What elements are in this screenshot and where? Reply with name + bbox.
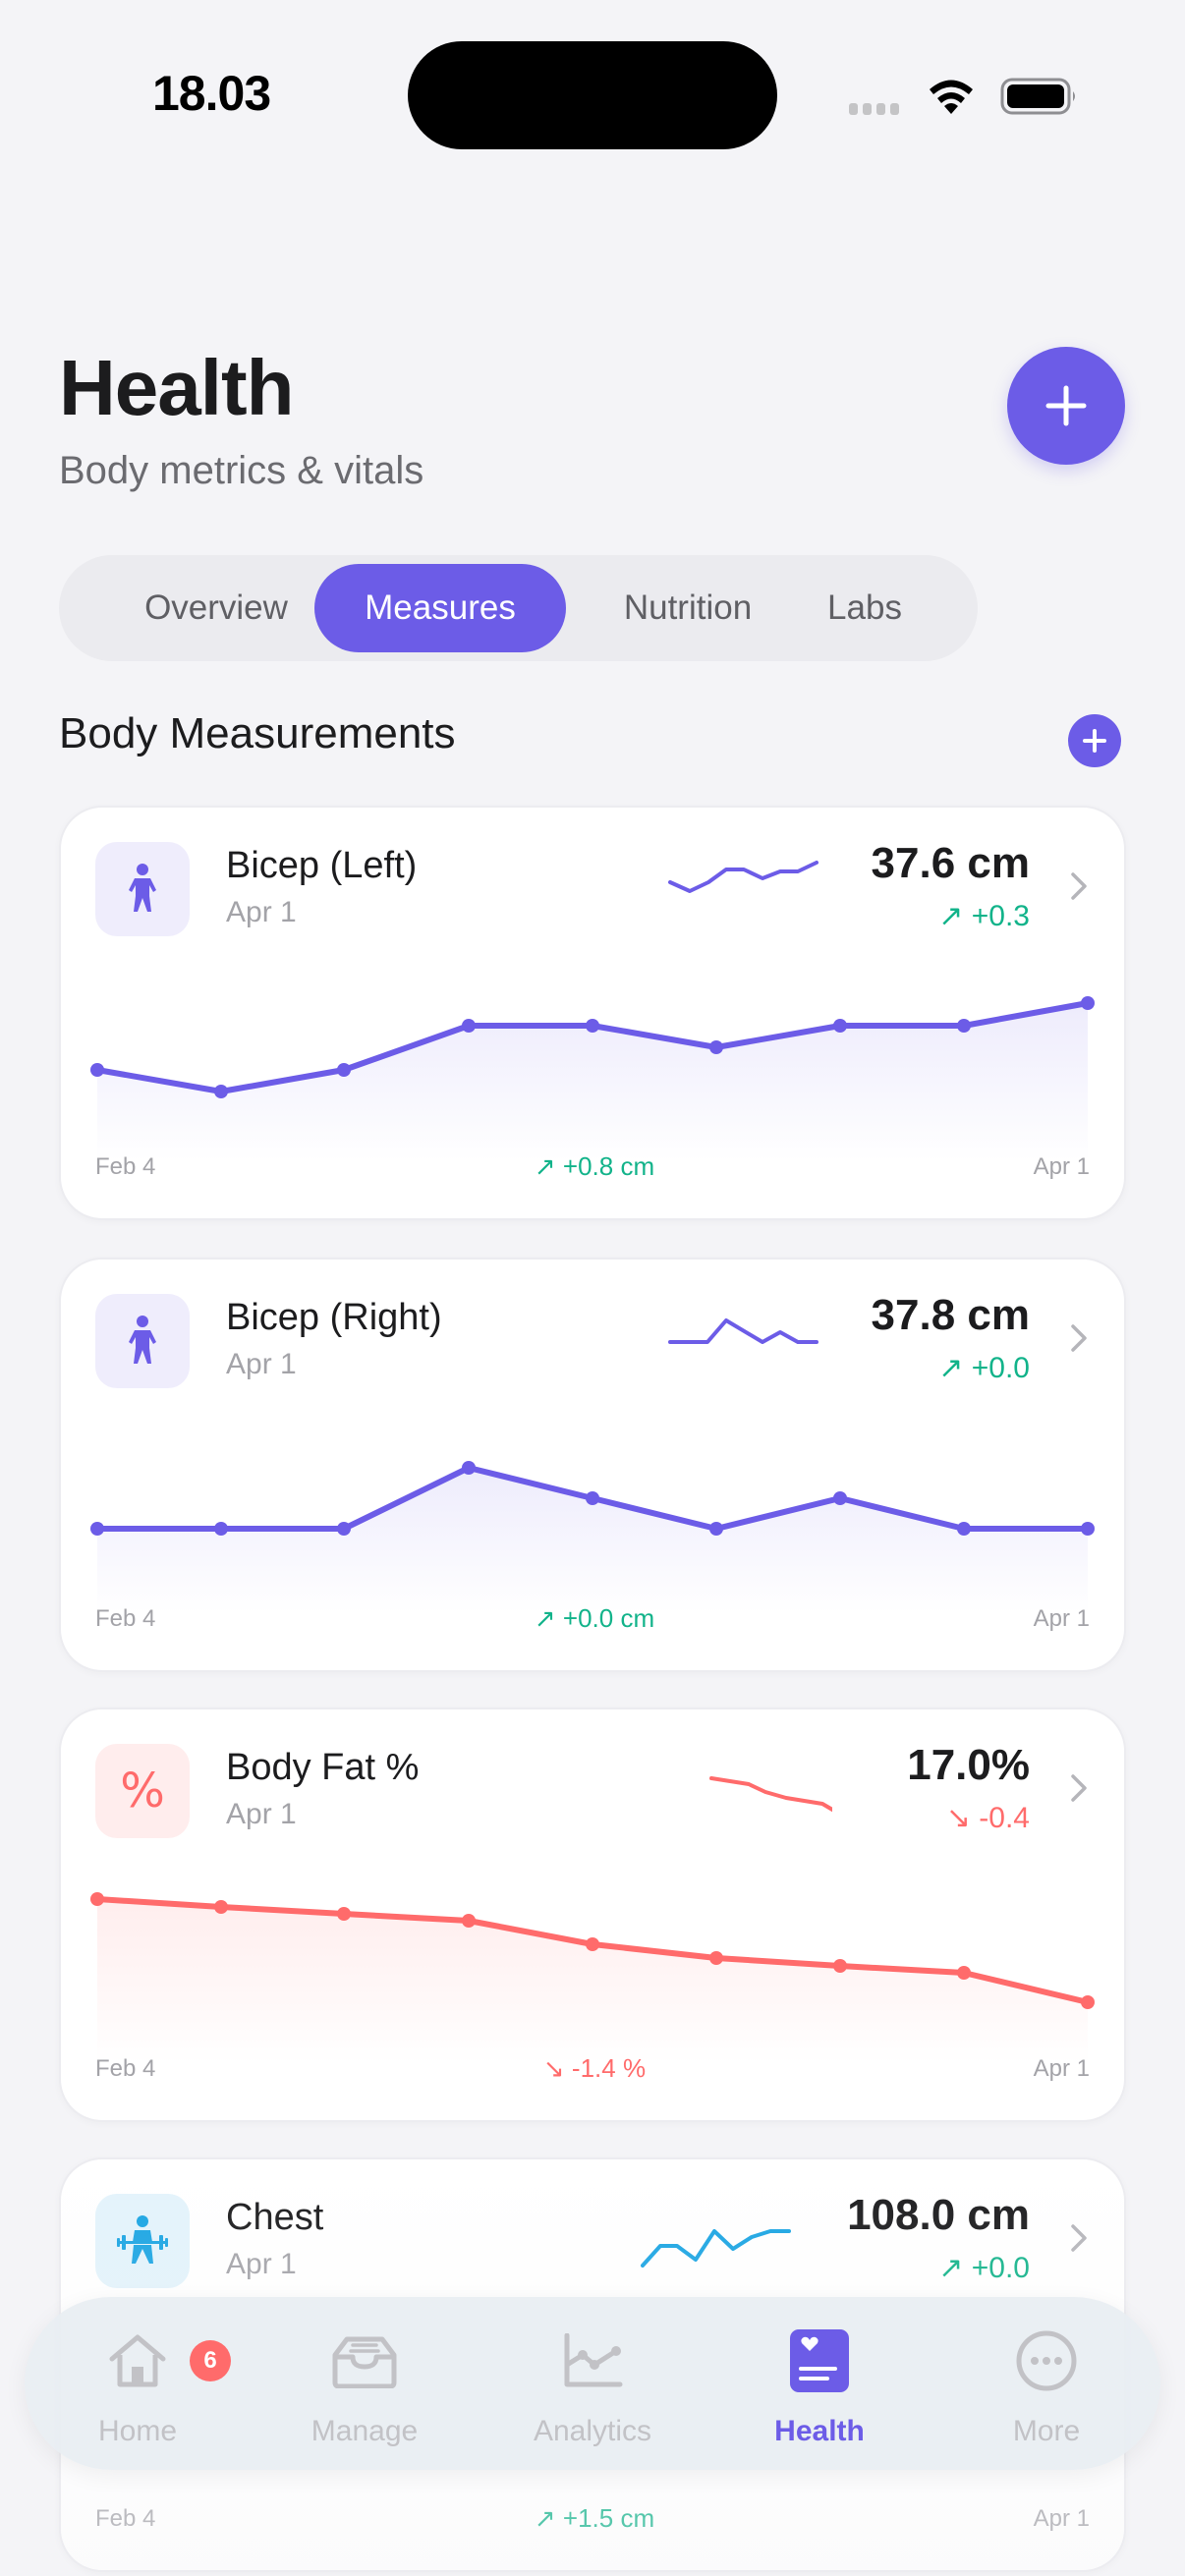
chevron-right-icon bbox=[1071, 1324, 1087, 1352]
tab-analytics[interactable]: Analytics bbox=[519, 2326, 666, 2454]
measurement-date: Apr 1 bbox=[226, 2248, 297, 2280]
tab-label: Analytics bbox=[533, 2415, 652, 2447]
tab-labs[interactable]: Labs bbox=[827, 588, 902, 627]
tab-measures[interactable]: Measures bbox=[314, 564, 566, 652]
tab-manage[interactable]: Manage bbox=[291, 2326, 438, 2454]
trend-chart bbox=[90, 1461, 1095, 1613]
card-icon-box bbox=[95, 842, 190, 936]
range-end: Apr 1 bbox=[1033, 2055, 1090, 2082]
measurement-card-bicep-left[interactable]: Bicep (Left) Apr 1 37.6 cm ↗ +0.3 Feb 4 … bbox=[59, 806, 1126, 1220]
tab-nutrition[interactable]: Nutrition bbox=[623, 588, 753, 627]
range-start: Feb 4 bbox=[95, 2055, 156, 2082]
sparkline bbox=[668, 861, 818, 893]
measurement-card-bicep-right[interactable]: Bicep (Right) Apr 1 37.8 cm ↗ +0.0 Feb 4… bbox=[59, 1258, 1126, 1672]
dynamic-island bbox=[408, 41, 777, 149]
segmented-control: Overview Measures Nutrition Labs bbox=[59, 555, 978, 661]
range-end: Apr 1 bbox=[1033, 1153, 1090, 1180]
tab-overview[interactable]: Overview bbox=[144, 588, 288, 627]
measurement-delta: ↘ -0.4 bbox=[945, 1802, 1030, 1834]
chevron-right-icon bbox=[1071, 872, 1087, 900]
plus-icon bbox=[1045, 385, 1087, 426]
measurement-name: Bicep (Right) bbox=[226, 1297, 442, 1338]
range-change: ↗ +1.5 cm bbox=[534, 2503, 655, 2533]
sparkline bbox=[709, 1776, 832, 1813]
measurement-value: 37.6 cm bbox=[871, 839, 1030, 887]
measurement-name: Body Fat % bbox=[226, 1747, 420, 1788]
inbox-tray-icon bbox=[330, 2326, 399, 2395]
chevron-right-icon bbox=[1071, 1774, 1087, 1802]
range-start: Feb 4 bbox=[95, 1605, 156, 1632]
tab-more[interactable]: More bbox=[973, 2326, 1120, 2454]
tab-label: More bbox=[1012, 2415, 1081, 2447]
weightlifter-icon bbox=[117, 2215, 168, 2264]
line-chart-icon bbox=[558, 2326, 627, 2395]
measurement-card-body-fat[interactable]: % Body Fat % Apr 1 17.0% ↘ -0.4 Feb 4 ↘ … bbox=[59, 1708, 1126, 2122]
add-entry-button[interactable] bbox=[1007, 347, 1125, 465]
section-title: Body Measurements bbox=[59, 709, 456, 757]
trend-chart bbox=[90, 996, 1095, 1161]
card-icon-box bbox=[95, 2194, 190, 2288]
notification-badge: 6 bbox=[190, 2340, 231, 2381]
tab-home[interactable]: 6 Home bbox=[64, 2326, 231, 2454]
trend-chart bbox=[90, 1892, 1095, 2063]
measurement-delta: ↗ +0.0 bbox=[938, 1352, 1030, 1384]
wifi-icon bbox=[930, 80, 973, 114]
tab-label: Home bbox=[97, 2415, 178, 2447]
range-change: ↗ +0.0 cm bbox=[534, 1603, 655, 1633]
measurement-value: 108.0 cm bbox=[847, 2191, 1030, 2239]
bottom-tab-bar: 6 Home Manage Analytics bbox=[25, 2297, 1160, 2470]
card-icon-box: % bbox=[95, 1744, 190, 1838]
chevron-right-icon bbox=[1071, 2224, 1087, 2252]
person-icon bbox=[129, 864, 156, 912]
add-measurement-button[interactable] bbox=[1068, 714, 1121, 767]
page-title: Health bbox=[59, 344, 295, 431]
percent-icon: % bbox=[120, 1764, 165, 1819]
measurement-name: Bicep (Left) bbox=[226, 845, 418, 886]
sparkline bbox=[641, 2229, 791, 2268]
status-bar: 18.03 bbox=[0, 0, 1185, 196]
range-start: Feb 4 bbox=[95, 2505, 156, 2532]
measurement-date: Apr 1 bbox=[226, 896, 297, 928]
sparkline bbox=[668, 1318, 818, 1344]
measurement-name: Chest bbox=[226, 2197, 324, 2238]
measurement-date: Apr 1 bbox=[226, 1798, 297, 1830]
card-icon-box bbox=[95, 1294, 190, 1388]
range-start: Feb 4 bbox=[95, 1153, 156, 1180]
measurement-delta: ↗ +0.3 bbox=[938, 900, 1030, 932]
tab-label: Health bbox=[774, 2415, 865, 2447]
plus-icon bbox=[1083, 729, 1106, 753]
range-end: Apr 1 bbox=[1033, 1605, 1090, 1632]
measurement-value: 17.0% bbox=[907, 1741, 1030, 1789]
battery-icon bbox=[1000, 78, 1075, 115]
person-icon bbox=[129, 1316, 156, 1364]
range-change: ↘ -1.4 % bbox=[542, 2053, 647, 2083]
page-header: Health Body metrics & vitals bbox=[59, 349, 423, 493]
more-ellipsis-icon bbox=[1012, 2326, 1081, 2395]
measurement-value: 37.8 cm bbox=[871, 1291, 1030, 1339]
cellular-signal-icon bbox=[849, 103, 899, 115]
home-icon bbox=[103, 2326, 172, 2395]
health-record-icon bbox=[785, 2326, 854, 2395]
measurement-delta: ↗ +0.0 bbox=[938, 2252, 1030, 2284]
range-end: Apr 1 bbox=[1033, 2505, 1090, 2532]
measurement-date: Apr 1 bbox=[226, 1348, 297, 1380]
range-change: ↗ +0.8 cm bbox=[534, 1151, 655, 1181]
status-time: 18.03 bbox=[152, 66, 271, 121]
tab-health[interactable]: Health bbox=[746, 2326, 893, 2454]
page-subtitle: Body metrics & vitals bbox=[59, 449, 424, 492]
tab-label: Manage bbox=[310, 2415, 419, 2447]
